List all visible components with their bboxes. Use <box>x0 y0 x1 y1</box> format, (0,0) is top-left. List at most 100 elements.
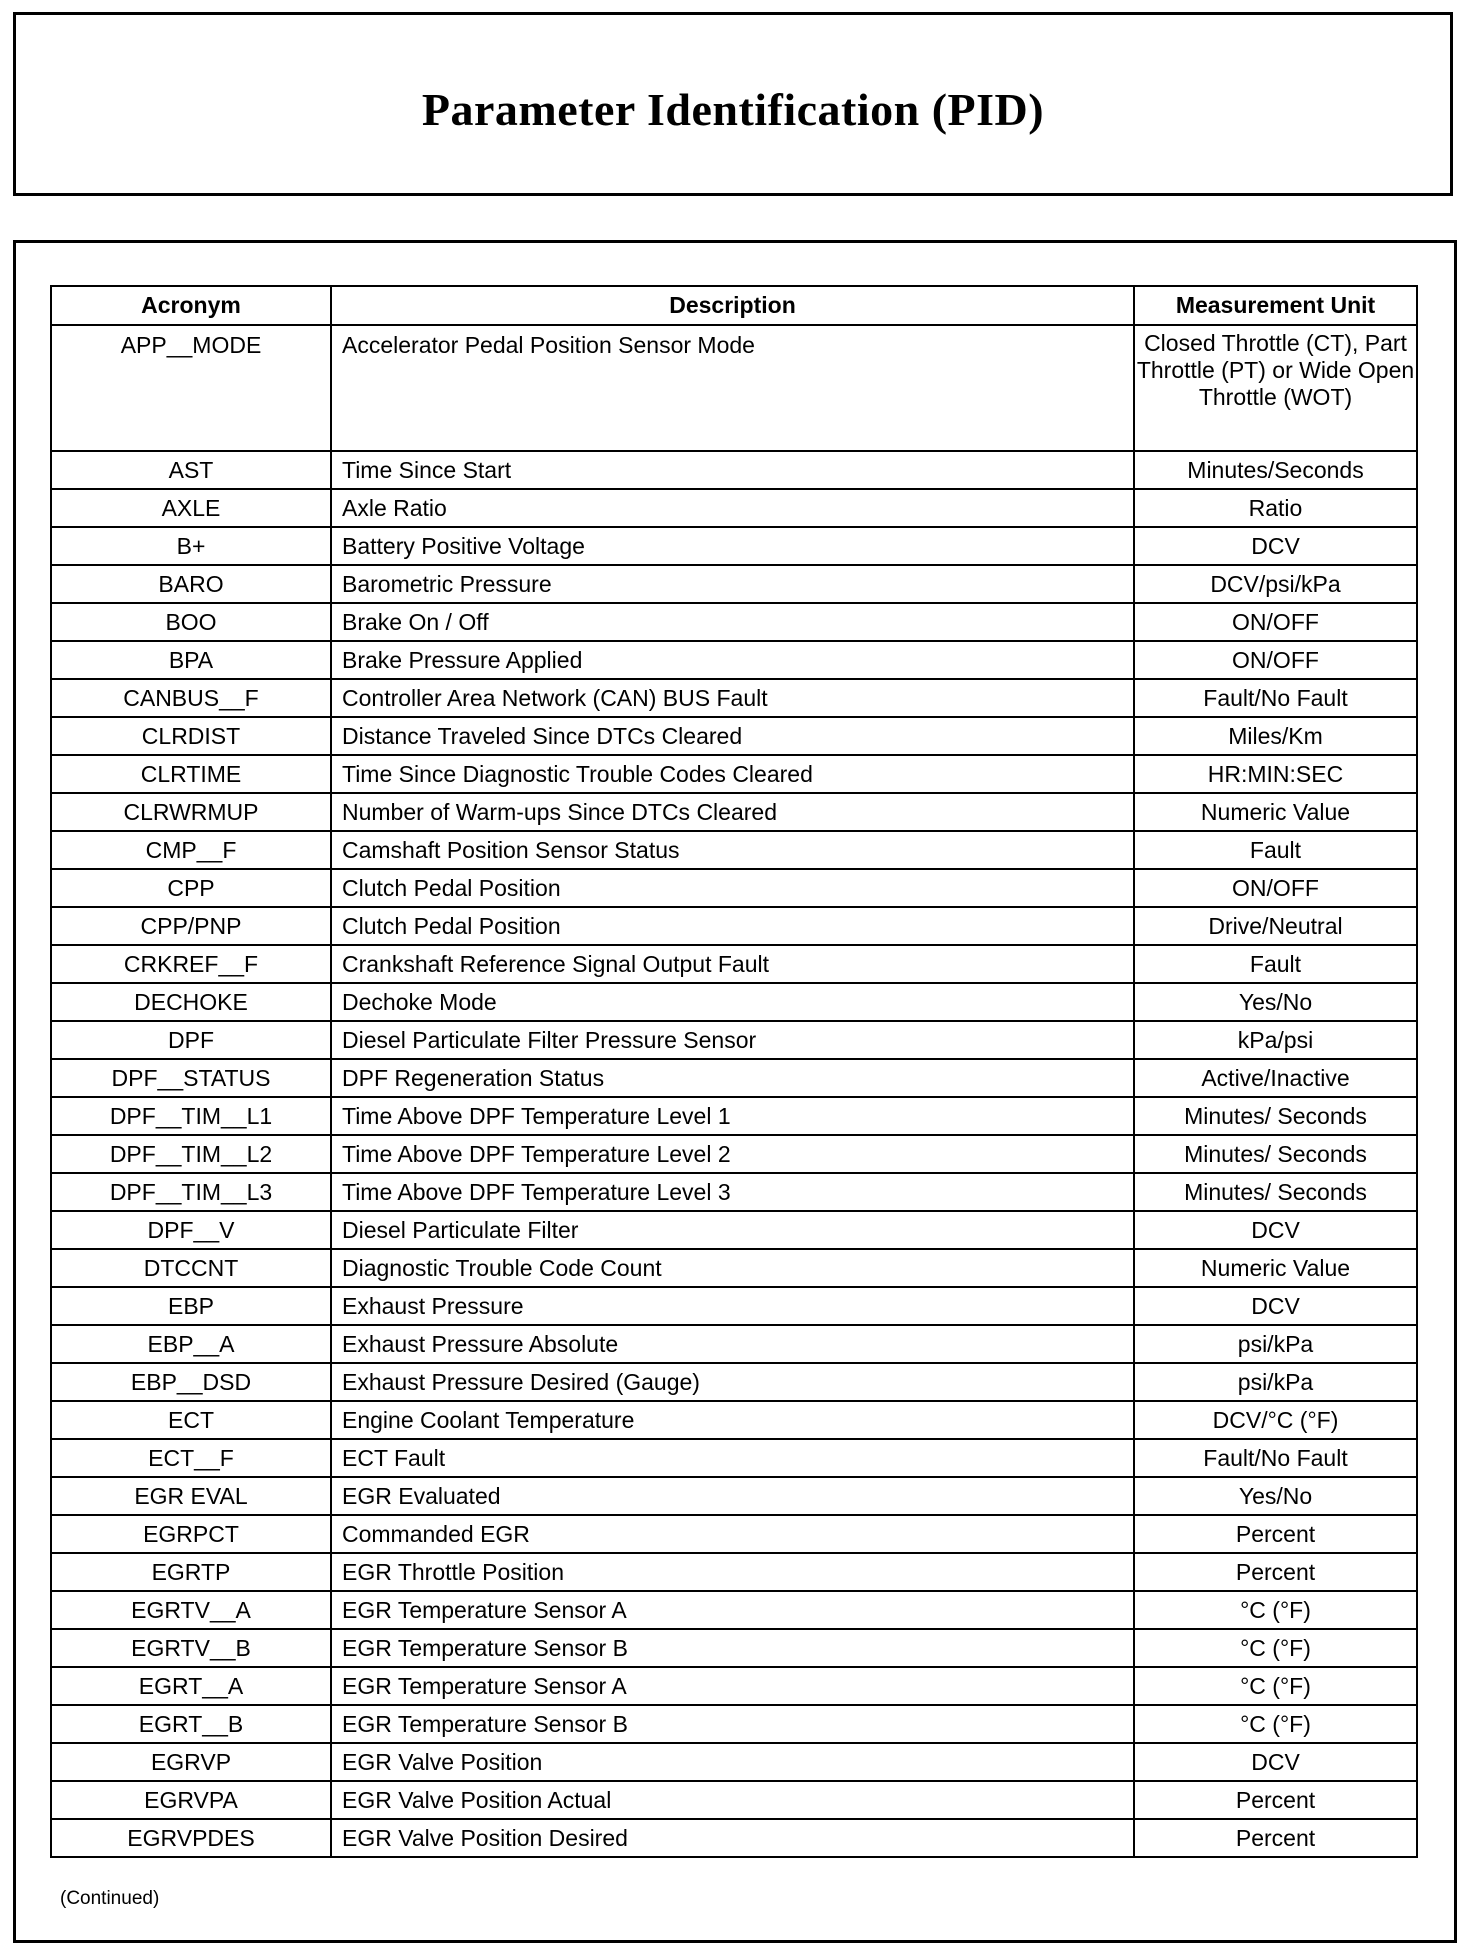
unit-cell: °C (°F) <box>1133 1666 1418 1706</box>
title-box: Parameter Identification (PID) <box>13 12 1453 196</box>
description-cell: Brake On / Off <box>330 602 1135 642</box>
acronym-cell: DPF__V <box>50 1210 332 1250</box>
description-cell: Number of Warm-ups Since DTCs Cleared <box>330 792 1135 832</box>
acronym-cell: BOO <box>50 602 332 642</box>
acronym-cell: EGR EVAL <box>50 1476 332 1516</box>
description-cell: Barometric Pressure <box>330 564 1135 604</box>
acronym-cell: EGRT__A <box>50 1666 332 1706</box>
acronym-cell: EGRT__B <box>50 1704 332 1744</box>
description-cell: Axle Ratio <box>330 488 1135 528</box>
description-cell: Time Above DPF Temperature Level 1 <box>330 1096 1135 1136</box>
table-row: DPF__STATUS DPF Regeneration Status Active… <box>50 1058 1418 1098</box>
description-cell: EGR Temperature Sensor B <box>330 1704 1135 1744</box>
description-cell: EGR Throttle Position <box>330 1552 1135 1592</box>
table-row: CMP__F Camshaft Position Sensor Status Fau… <box>50 830 1418 870</box>
table-row: DPF__TIM__L2 Time Above DPF Temperature L… <box>50 1134 1418 1174</box>
table-row: CANBUS__F Controller Area Network (CAN) B… <box>50 678 1418 718</box>
table-row: CPP Clutch Pedal Position ON/OFF <box>50 868 1418 908</box>
table-row: EGRVPDES EGR Valve Position Desired Percen… <box>50 1818 1418 1858</box>
table-box <box>13 240 1457 1943</box>
acronym-cell: EGRVPDES <box>50 1818 332 1858</box>
unit-cell: DCV <box>1133 1286 1418 1326</box>
description-cell: Camshaft Position Sensor Status <box>330 830 1135 870</box>
table-row: EGRVPA EGR Valve Position Actual Percent <box>50 1780 1418 1820</box>
unit-cell: ON/OFF <box>1133 640 1418 680</box>
table-row: EGRT__B EGR Temperature Sensor B °C (°F) <box>50 1704 1418 1744</box>
table-row: BOO Brake On / Off ON/OFF <box>50 602 1418 642</box>
unit-cell: °C (°F) <box>1133 1628 1418 1668</box>
unit-cell: Fault <box>1133 830 1418 870</box>
table-row: DPF__V Diesel Particulate Filter DCV <box>50 1210 1418 1250</box>
table-row: DECHOKE Dechoke Mode Yes/No <box>50 982 1418 1022</box>
table-row: B+ Battery Positive Voltage DCV <box>50 526 1418 566</box>
header-acronym: Acronym <box>50 285 332 326</box>
description-cell: Dechoke Mode <box>330 982 1135 1022</box>
unit-cell: Fault/No Fault <box>1133 678 1418 718</box>
unit-cell: Active/Inactive <box>1133 1058 1418 1098</box>
unit-cell: Percent <box>1133 1552 1418 1592</box>
table-row: CLRTIME Time Since Diagnostic Trouble Cod… <box>50 754 1418 794</box>
unit-cell: Drive/Neutral <box>1133 906 1418 946</box>
acronym-cell: CMP__F <box>50 830 332 870</box>
table-row: AST Time Since Start Minutes/Seconds <box>50 450 1418 490</box>
unit-cell: Percent <box>1133 1514 1418 1554</box>
description-cell: EGR Temperature Sensor A <box>330 1590 1135 1630</box>
description-cell: Diagnostic Trouble Code Count <box>330 1248 1135 1288</box>
table-row: EGRVP EGR Valve Position DCV <box>50 1742 1418 1782</box>
table-row: APP__MODE Accelerator Pedal Position Sens… <box>50 324 1418 452</box>
unit-cell: psi/kPa <box>1133 1324 1418 1364</box>
unit-cell: Ratio <box>1133 488 1418 528</box>
acronym-cell: EBP <box>50 1286 332 1326</box>
unit-cell: Fault/No Fault <box>1133 1438 1418 1478</box>
description-cell: Time Since Start <box>330 450 1135 490</box>
unit-cell: ON/OFF <box>1133 868 1418 908</box>
acronym-cell: AST <box>50 450 332 490</box>
acronym-cell: CPP/PNP <box>50 906 332 946</box>
description-cell: Distance Traveled Since DTCs Cleared <box>330 716 1135 756</box>
acronym-cell: B+ <box>50 526 332 566</box>
acronym-cell: DTCCNT <box>50 1248 332 1288</box>
unit-cell: Percent <box>1133 1818 1418 1858</box>
acronym-cell: CRKREF__F <box>50 944 332 984</box>
unit-cell: Minutes/Seconds <box>1133 450 1418 490</box>
acronym-cell: CPP <box>50 868 332 908</box>
unit-cell: DCV/°C (°F) <box>1133 1400 1418 1440</box>
description-cell: EGR Temperature Sensor B <box>330 1628 1135 1668</box>
description-cell: Clutch Pedal Position <box>330 868 1135 908</box>
acronym-cell: ECT <box>50 1400 332 1440</box>
acronym-cell: EBP__DSD <box>50 1362 332 1402</box>
table-row: EBP__DSD Exhaust Pressure Desired (Gauge)… <box>50 1362 1418 1402</box>
table-row: DPF Diesel Particulate Filter Pressure Se… <box>50 1020 1418 1060</box>
acronym-cell: EGRVP <box>50 1742 332 1782</box>
description-cell: Commanded EGR <box>330 1514 1135 1554</box>
description-cell: Time Since Diagnostic Trouble Codes Clea… <box>330 754 1135 794</box>
description-cell: Accelerator Pedal Position Sensor Mode <box>330 324 1135 452</box>
description-cell: Time Above DPF Temperature Level 3 <box>330 1172 1135 1212</box>
unit-cell: DCV <box>1133 526 1418 566</box>
description-cell: EGR Valve Position Desired <box>330 1818 1135 1858</box>
description-cell: Exhaust Pressure Desired (Gauge) <box>330 1362 1135 1402</box>
table-row: CLRDIST Distance Traveled Since DTCs Clea… <box>50 716 1418 756</box>
unit-cell: Minutes/ Seconds <box>1133 1096 1418 1136</box>
acronym-cell: ECT__F <box>50 1438 332 1478</box>
acronym-cell: AXLE <box>50 488 332 528</box>
table-row: BPA Brake Pressure Applied ON/OFF <box>50 640 1418 680</box>
description-cell: ECT Fault <box>330 1438 1135 1478</box>
table-row: DPF__TIM__L1 Time Above DPF Temperature L… <box>50 1096 1418 1136</box>
unit-cell: Minutes/ Seconds <box>1133 1172 1418 1212</box>
unit-cell: psi/kPa <box>1133 1362 1418 1402</box>
description-cell: Clutch Pedal Position <box>330 906 1135 946</box>
table-row: CRKREF__F Crankshaft Reference Signal Out… <box>50 944 1418 984</box>
acronym-cell: DECHOKE <box>50 982 332 1022</box>
acronym-cell: DPF__TIM__L2 <box>50 1134 332 1174</box>
unit-cell: Numeric Value <box>1133 1248 1418 1288</box>
description-cell: EGR Valve Position Actual <box>330 1780 1135 1820</box>
unit-cell: Numeric Value <box>1133 792 1418 832</box>
table-row: EGRTP EGR Throttle Position Percent <box>50 1552 1418 1592</box>
table-row: EGRT__A EGR Temperature Sensor A °C (°F) <box>50 1666 1418 1706</box>
unit-cell: DCV <box>1133 1210 1418 1250</box>
unit-cell: Yes/No <box>1133 1476 1418 1516</box>
acronym-cell: CANBUS__F <box>50 678 332 718</box>
header-measurement-unit: Measurement Unit <box>1133 285 1418 326</box>
table-row: AXLE Axle Ratio Ratio <box>50 488 1418 528</box>
